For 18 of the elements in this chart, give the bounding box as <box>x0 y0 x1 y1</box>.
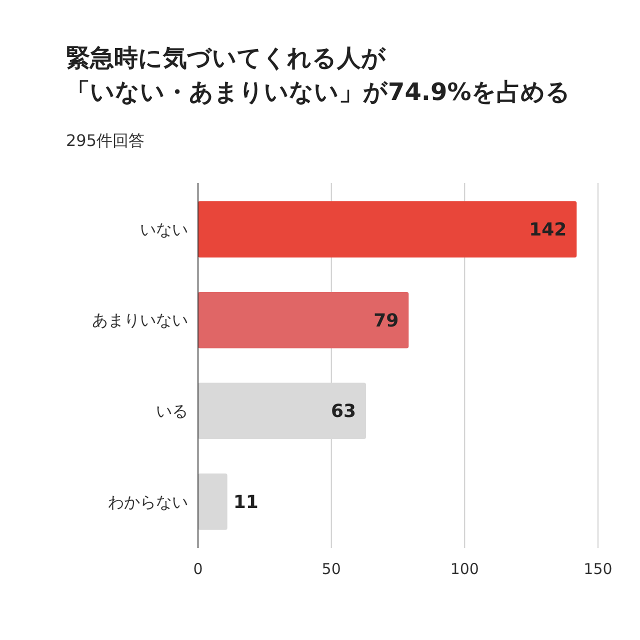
data-label: 11 <box>233 492 258 513</box>
data-label: 79 <box>374 310 399 332</box>
chart-subtitle: 295件回答 <box>66 131 145 150</box>
bar <box>198 292 409 348</box>
data-label: 63 <box>330 401 356 422</box>
bar <box>198 201 577 258</box>
x-tick-label: 100 <box>450 560 479 578</box>
data-label: 142 <box>529 220 567 241</box>
y-tick-label: わからない <box>108 492 188 512</box>
bar <box>198 474 228 530</box>
y-tick-label: いない <box>140 220 188 239</box>
x-tick-label: 0 <box>193 560 203 578</box>
y-tick-label: いる <box>156 402 188 420</box>
x-tick-label: 50 <box>322 560 341 578</box>
chart-title: 緊急時に気づいてくれる人が「いない・あまりいない」が74.9%を占める <box>66 44 570 106</box>
bar <box>198 382 366 440</box>
x-tick-label: 150 <box>584 560 612 578</box>
y-tick-label: あまりいない <box>92 310 188 330</box>
